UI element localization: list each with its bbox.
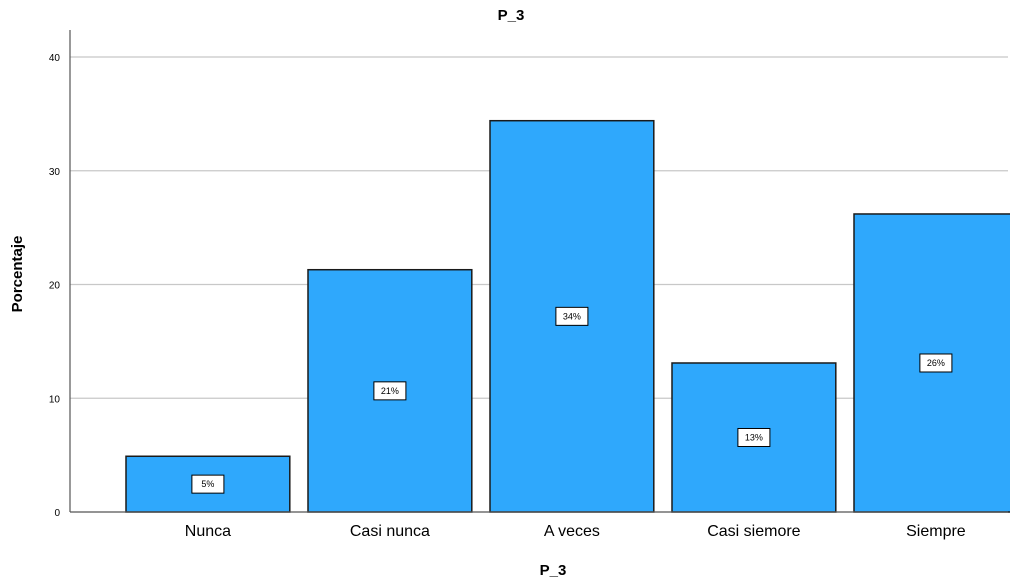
data-label: 5% <box>201 479 214 489</box>
x-tick-label: Nunca <box>185 523 231 540</box>
y-axis-label: Porcentaje <box>9 236 26 313</box>
data-label-box <box>191 474 225 494</box>
x-tick-label: A veces <box>544 523 600 540</box>
tick-labels: 0 10 20 30 40 Nunca Casi nunca A veces Casi siem… <box>49 53 966 540</box>
x-tick-label: Casi siemore <box>707 523 800 540</box>
data-label: 34% <box>563 311 581 321</box>
data-label: 13% <box>745 432 763 442</box>
y-tick-label: 0 <box>54 508 60 519</box>
y-tick-label: 20 <box>49 281 61 292</box>
data-label-box <box>555 306 589 326</box>
y-tick-label: 30 <box>49 167 61 178</box>
y-tick-label: 10 <box>49 394 61 405</box>
data-labels: 5% 21% 34% 13% 26% <box>191 306 953 494</box>
data-label-box <box>373 381 407 401</box>
x-axis-label: P_3 <box>540 562 567 579</box>
y-tick-label: 40 <box>49 53 61 64</box>
chart-title: P_3 <box>498 7 525 24</box>
axes <box>69 30 1008 513</box>
data-label: 21% <box>381 386 399 396</box>
x-tick-label: Casi nunca <box>350 523 430 540</box>
data-label-box <box>919 353 953 373</box>
data-label: 26% <box>927 358 945 368</box>
data-label-box <box>737 427 771 447</box>
x-tick-label: Siempre <box>906 523 966 540</box>
